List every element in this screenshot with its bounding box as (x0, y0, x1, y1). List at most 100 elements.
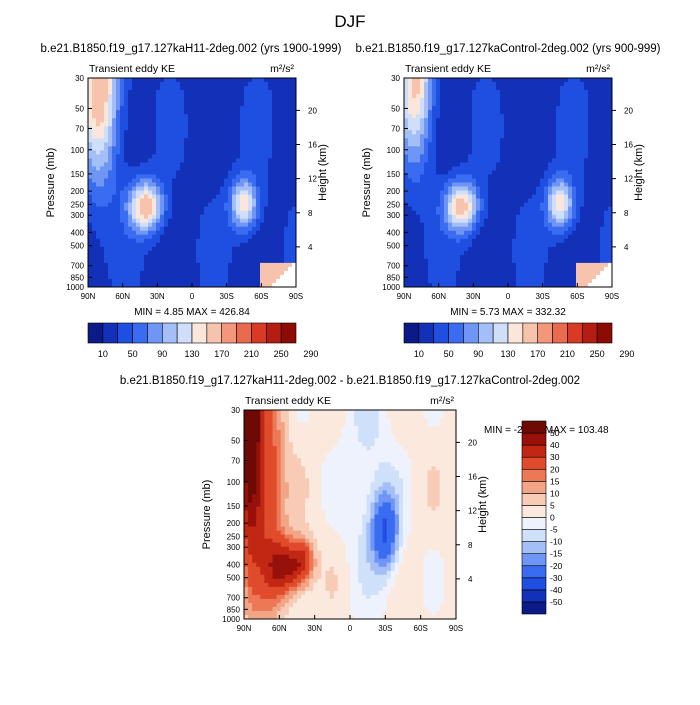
heatmap-cell (184, 267, 188, 271)
heatmap-cell (408, 134, 412, 138)
heatmap-cell (200, 94, 204, 98)
heatmap-cell (556, 239, 560, 243)
heatmap-cell (212, 271, 216, 275)
heatmap-cell (584, 78, 588, 82)
heatmap-cell (104, 199, 108, 203)
heatmap-cell (188, 223, 192, 227)
heatmap-cell (244, 106, 248, 110)
heatmap-cell (604, 90, 608, 94)
heatmap-cell (416, 90, 420, 94)
heatmap-cell (580, 178, 584, 182)
heatmap-cell (576, 243, 580, 247)
heatmap-cell (204, 227, 208, 231)
heatmap-cell (240, 199, 244, 203)
heatmap-cell (596, 166, 600, 170)
heatmap-cell (408, 118, 412, 122)
heatmap-cell (124, 235, 128, 239)
heatmap-cell (240, 247, 244, 251)
heatmap-cell (544, 166, 548, 170)
heatmap-cell (524, 158, 528, 162)
heatmap-cell (536, 114, 540, 118)
heatmap-cell (576, 138, 580, 142)
heatmap-cell (196, 195, 200, 199)
heatmap-cell (448, 114, 452, 118)
heatmap-cell (200, 187, 204, 191)
heatmap-cell (160, 114, 164, 118)
heatmap-cell (144, 187, 148, 191)
heatmap-cell (120, 106, 124, 110)
heatmap-cell (412, 243, 416, 247)
heatmap-cell (164, 162, 168, 166)
heatmap-cell (480, 227, 484, 231)
heatmap-cell (184, 195, 188, 199)
heatmap-cell (500, 98, 504, 102)
heatmap-cell (172, 219, 176, 223)
heatmap-cell (536, 215, 540, 219)
heatmap-cell (428, 146, 432, 150)
heatmap-cell (596, 82, 600, 86)
heatmap-cell (176, 82, 180, 86)
heatmap-cell (112, 207, 116, 211)
heatmap-cell (256, 219, 260, 223)
heatmap-cell (144, 267, 148, 271)
heatmap-cell (136, 82, 140, 86)
heatmap-cell (164, 275, 168, 279)
heatmap-cell (240, 142, 244, 146)
heatmap-cell (168, 203, 172, 207)
heatmap-cell (128, 174, 132, 178)
heatmap-cell (584, 82, 588, 86)
heatmap-cell (152, 207, 156, 211)
heatmap-cell (256, 191, 260, 195)
heatmap-cell (572, 118, 576, 122)
heatmap-cell (404, 247, 408, 251)
heatmap-cell (120, 191, 124, 195)
heatmap-cell (156, 215, 160, 219)
heatmap-cell (492, 207, 496, 211)
heatmap-cell (564, 235, 568, 239)
heatmap-cell (228, 106, 232, 110)
heatmap-cell (268, 259, 272, 263)
heatmap-cell (568, 183, 572, 187)
heatmap-cell (168, 271, 172, 275)
heatmap-cell (492, 183, 496, 187)
heatmap-cell (524, 86, 528, 90)
heatmap-cell (276, 275, 280, 279)
heatmap-cell (576, 90, 580, 94)
heatmap-cell (268, 183, 272, 187)
heatmap-cell (244, 126, 248, 130)
heatmap-cell (172, 227, 176, 231)
heatmap-cell (124, 170, 128, 174)
heatmap-cell (112, 122, 116, 126)
heatmap-cell (148, 130, 152, 134)
heatmap-cell (436, 207, 440, 211)
heatmap-cell (480, 235, 484, 239)
heatmap-cell (568, 231, 572, 235)
y-tick-label: 50 (75, 104, 84, 113)
heatmap-cell (460, 98, 464, 102)
heatmap-cell (596, 211, 600, 215)
heatmap-cell (224, 191, 228, 195)
heatmap-cell (284, 235, 288, 239)
heatmap-cell (256, 231, 260, 235)
heatmap-cell (528, 118, 532, 122)
heatmap-cell (172, 211, 176, 215)
heatmap-cell (280, 195, 284, 199)
heatmap-cell (124, 78, 128, 82)
heatmap-cell (424, 94, 428, 98)
heatmap-cell (504, 166, 508, 170)
heatmap-cell (172, 122, 176, 126)
heatmap-cell (244, 231, 248, 235)
heatmap-cell (284, 243, 288, 247)
heatmap-cell (588, 78, 592, 82)
heatmap-cell (192, 102, 196, 106)
heatmap-cell (224, 267, 228, 271)
heatmap-cell (564, 207, 568, 211)
heatmap-cell (192, 110, 196, 114)
heatmap-cell (188, 78, 192, 82)
heatmap-cell (276, 138, 280, 142)
heatmap-cell (604, 154, 608, 158)
x-tick-label: 90N (81, 292, 96, 301)
y-tick-label: 30 (75, 74, 84, 83)
heatmap-cell (484, 106, 488, 110)
heatmap-cell (276, 114, 280, 118)
